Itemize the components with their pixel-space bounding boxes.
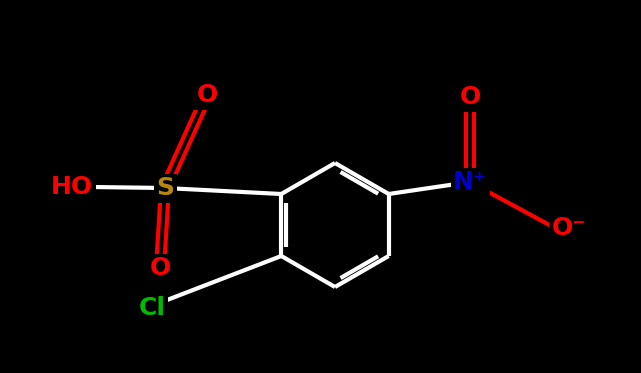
Text: O⁻: O⁻	[552, 216, 586, 240]
Text: Cl: Cl	[138, 296, 165, 320]
Text: O: O	[460, 85, 481, 109]
Text: S: S	[156, 176, 174, 200]
Text: O: O	[196, 83, 218, 107]
Text: HO: HO	[51, 175, 93, 199]
Text: O: O	[149, 256, 171, 280]
Text: N⁺: N⁺	[453, 170, 487, 194]
